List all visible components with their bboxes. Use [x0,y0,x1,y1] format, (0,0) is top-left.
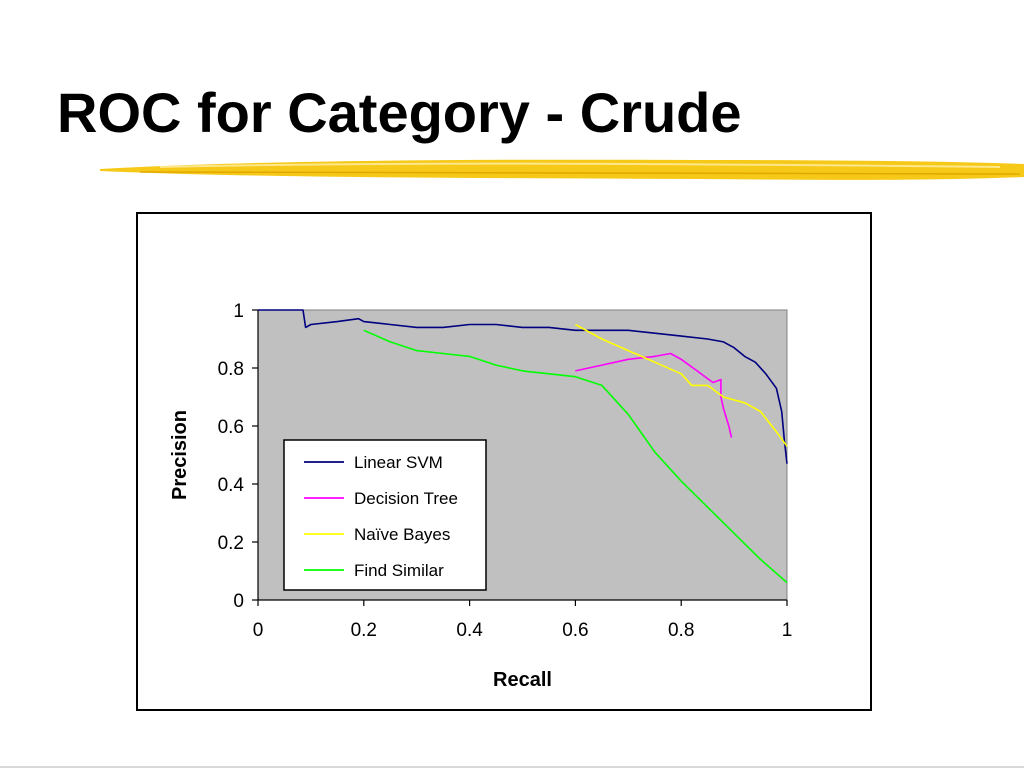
series-line-linear-svm [258,309,788,464]
y-tick-label: 0.8 [218,359,244,380]
x-tick-label: 0 [253,620,264,641]
x-tick-label: 1 [782,620,793,641]
y-tick-label: 0.4 [218,475,245,496]
x-tick-label: 0.8 [668,620,694,641]
y-axis-title: Precision [169,410,191,500]
footer-divider [0,766,1024,768]
y-tick-label: 1 [233,301,244,322]
x-tick-label: 0.4 [456,620,483,641]
x-tick-label: 0.2 [351,620,377,641]
chart-frame: 0 0.2 0.4 0.6 0.8 1 0 0.2 0.4 0.6 0.8 1 Recall Precis… [136,212,872,711]
series-line-na-ve-bayes [575,323,788,447]
y-tick-label: 0.6 [218,417,244,438]
legend-box [283,439,487,591]
roc-chart: 0 0.2 0.4 0.6 0.8 1 0 0.2 0.4 0.6 0.8 1 Recall Precis… [169,301,793,691]
x-axis-title: Recall [493,669,552,691]
y-tick-label: 0 [233,591,244,612]
underline-brush-highlight [159,162,1001,168]
legend-label: Decision Tree [354,489,458,508]
slide-title: ROC for Category - Crude [57,81,742,144]
legend-label: Linear SVM [354,453,443,472]
series-line-find-similar [363,329,788,584]
legend-label: Find Similar [354,561,444,580]
legend-label: Naïve Bayes [354,525,450,544]
title-underline-stroke [100,159,1024,180]
x-tick-label: 0.6 [562,620,588,641]
y-tick-label: 0.2 [218,533,244,554]
series-line-decision-tree [575,352,733,438]
